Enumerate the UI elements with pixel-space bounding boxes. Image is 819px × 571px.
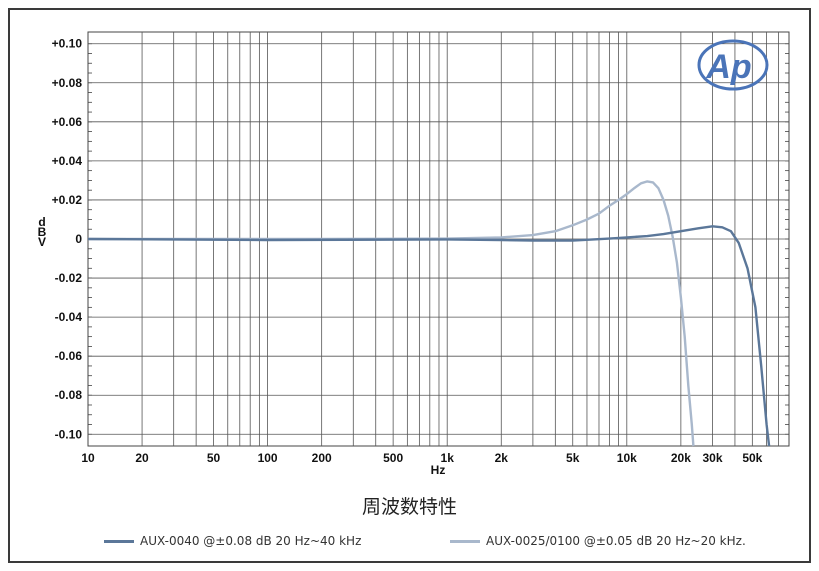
x-tick-label: 20 [135, 451, 149, 465]
x-tick-label: 200 [312, 451, 332, 465]
x-tick-label: 10 [81, 451, 95, 465]
legend-swatch [450, 539, 480, 543]
svg-text:Ap: Ap [705, 48, 751, 86]
chart-caption: 周波数特性 [361, 496, 457, 518]
x-tick-label: 1k [441, 451, 455, 465]
xlabel: Hz [431, 463, 446, 477]
series-layer [87, 180, 771, 447]
y-tick-label: -0.08 [55, 388, 83, 402]
y-tick-label: -0.04 [55, 310, 83, 324]
ap-logo: Ap [697, 39, 769, 91]
legend-label: AUX-0040 @±0.08 dB 20 Hz~40 kHz [140, 534, 362, 548]
y-tick-label: -0.10 [55, 427, 83, 441]
legend-item-aux-0040: AUX-0040 @±0.08 dB 20 Hz~40 kHz [104, 534, 361, 548]
x-tick-label: 100 [258, 451, 278, 465]
x-tick-labels: 10 20 50 100 200 500 1k 2k 5k 10k 20k 30k 50k [81, 451, 762, 465]
series-line-1 [88, 180, 695, 447]
legend-label: AUX-0025/0100 @±0.05 dB 20 Hz~20 kHz. [486, 534, 746, 548]
x-tick-label: 2k [495, 451, 509, 465]
legend-item-aux-0025: AUX-0025/0100 @±0.05 dB 20 Hz~20 kHz. [450, 534, 746, 548]
y-tick-label: +0.04 [52, 154, 83, 168]
series-line-0 [87, 225, 771, 447]
legend-swatch [104, 539, 134, 543]
x-tick-label: 10k [617, 451, 637, 465]
x-tick-label: 5k [566, 451, 580, 465]
y-tick-label: +0.10 [52, 37, 83, 51]
y-tick-label: -0.02 [55, 271, 83, 285]
y-tick-label: +0.08 [52, 76, 83, 90]
y-tick-label: +0.06 [52, 115, 83, 129]
y-tick-label: +0.02 [52, 193, 83, 207]
legend: AUX-0040 @±0.08 dB 20 Hz~40 kHz AUX-0025… [0, 534, 819, 552]
x-tick-label: 500 [383, 451, 403, 465]
y-tick-labels: +0.10 +0.08 +0.06 +0.04 +0.02 0 -0.02 -0.04 -0.0… [52, 37, 83, 442]
y-tick-label: -0.06 [55, 349, 83, 363]
y-tick-label: 0 [75, 232, 82, 246]
x-tick-label: 50 [207, 451, 221, 465]
x-tick-label: 20k [671, 451, 691, 465]
x-tick-label: 50k [742, 451, 762, 465]
svg-text:dBV: dBV [38, 215, 47, 249]
x-tick-label: 30k [702, 451, 722, 465]
